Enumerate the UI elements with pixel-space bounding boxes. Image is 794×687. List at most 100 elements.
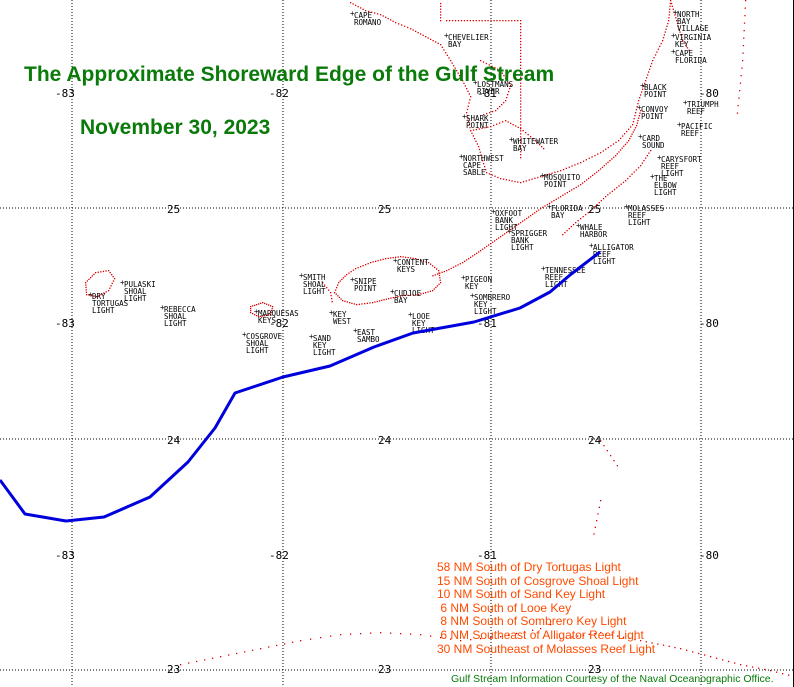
coast-dot (110, 285, 112, 287)
coast-dot (508, 179, 510, 181)
coast-dot (588, 633, 590, 635)
coast-dot (532, 213, 534, 215)
coast-dot (645, 80, 647, 82)
coast-dot (520, 100, 522, 102)
coast-dot (632, 131, 634, 133)
coast-dot (420, 33, 422, 35)
place-label-line: OXFOOT (495, 209, 523, 218)
map-title: The Approximate Shoreward Edge of the Gu… (24, 63, 555, 86)
coast-dot (486, 245, 488, 248)
coast-dot (543, 148, 545, 150)
coast-dot (360, 7, 362, 9)
coast-dot (656, 51, 658, 53)
place-marker-icon: + (242, 330, 247, 339)
coast-dot (353, 303, 355, 305)
coast-dot (531, 178, 533, 180)
coast-dot (85, 291, 88, 293)
coast-dot (599, 168, 602, 170)
coast-dot (300, 640, 302, 642)
coast-dot (598, 202, 600, 204)
coast-dot (404, 25, 406, 27)
coast-dot (469, 20, 471, 22)
coast-dot (478, 128, 480, 130)
coast-dot (505, 20, 507, 22)
coast-dot (508, 230, 510, 232)
place-label-line: CARD (642, 134, 661, 143)
coast-dot (520, 37, 522, 40)
coast-dot (570, 226, 572, 228)
coast-dot (560, 638, 562, 640)
coast-dot (698, 652, 700, 655)
coast-dot (525, 132, 527, 134)
coast-dot (490, 243, 492, 245)
coast-dot (455, 265, 457, 267)
coast-dot (381, 299, 383, 301)
coast-dot (611, 634, 613, 636)
stream-distance-item: 30 NM Southeast of Molasses Reef Light (437, 641, 656, 656)
coast-dot (679, 31, 681, 33)
coast-dot (611, 190, 613, 192)
place-marker-icon: + (683, 98, 688, 107)
coast-dot (641, 162, 643, 164)
coast-dot (490, 126, 492, 128)
coast-dot (551, 201, 553, 203)
coast-dot (337, 295, 339, 297)
coast-dot (628, 140, 630, 142)
coast-dot (467, 118, 469, 120)
coast-dot (520, 145, 522, 147)
coast-dot (478, 251, 480, 253)
coast-dot (472, 135, 474, 137)
place-marker-icon: + (541, 264, 546, 273)
place-label-line: LIGHT (246, 346, 269, 355)
coast-dot (344, 275, 346, 277)
coast-dot (596, 204, 598, 206)
coast-dot (518, 223, 520, 225)
coast-dot (632, 124, 634, 126)
coast-dot (520, 34, 522, 37)
coast-dot (660, 42, 662, 45)
place-label-line: COSGROVE (246, 332, 283, 341)
stream-distance-item: 58 NM South of Dry Tortugas Light (437, 560, 621, 574)
coast-dot (537, 176, 539, 179)
coast-dot (250, 308, 252, 310)
coast-dot (668, 14, 670, 16)
coast-dot (452, 266, 455, 268)
coast-dot (468, 258, 470, 260)
place-marker-icon: + (444, 31, 449, 40)
coast-dot (526, 217, 528, 220)
coast-dot (598, 506, 600, 508)
coast-dot (520, 136, 522, 138)
place-label-line: LIGHT (474, 307, 497, 316)
coast-dot (520, 94, 522, 96)
place-label-line: TRIUMPH (687, 100, 719, 109)
coast-dot (520, 73, 522, 75)
coast-dot (662, 644, 665, 646)
coast-dot (522, 220, 524, 222)
coast-dot (643, 160, 645, 162)
coast-dot (415, 294, 417, 296)
coast-dot (448, 57, 450, 59)
coast-dot (615, 141, 617, 143)
coast-dot (105, 270, 107, 272)
coast-dot (633, 118, 635, 120)
place-marker-icon: + (350, 275, 355, 284)
coast-dot (648, 71, 650, 73)
coast-dot (669, 5, 671, 7)
coast-dot (743, 30, 745, 32)
coast-dot (97, 271, 99, 273)
coast-dot (377, 13, 379, 15)
place-label-line: CAPE (463, 161, 482, 170)
coast-dot (505, 77, 507, 79)
coast-dot (587, 212, 589, 214)
coast-dot (742, 60, 744, 62)
coast-dot (254, 314, 256, 316)
coast-dot (596, 171, 598, 173)
stream-distance-item: 8 NM South of Sombrero Key Light (437, 614, 627, 629)
coast-dot (520, 106, 522, 108)
